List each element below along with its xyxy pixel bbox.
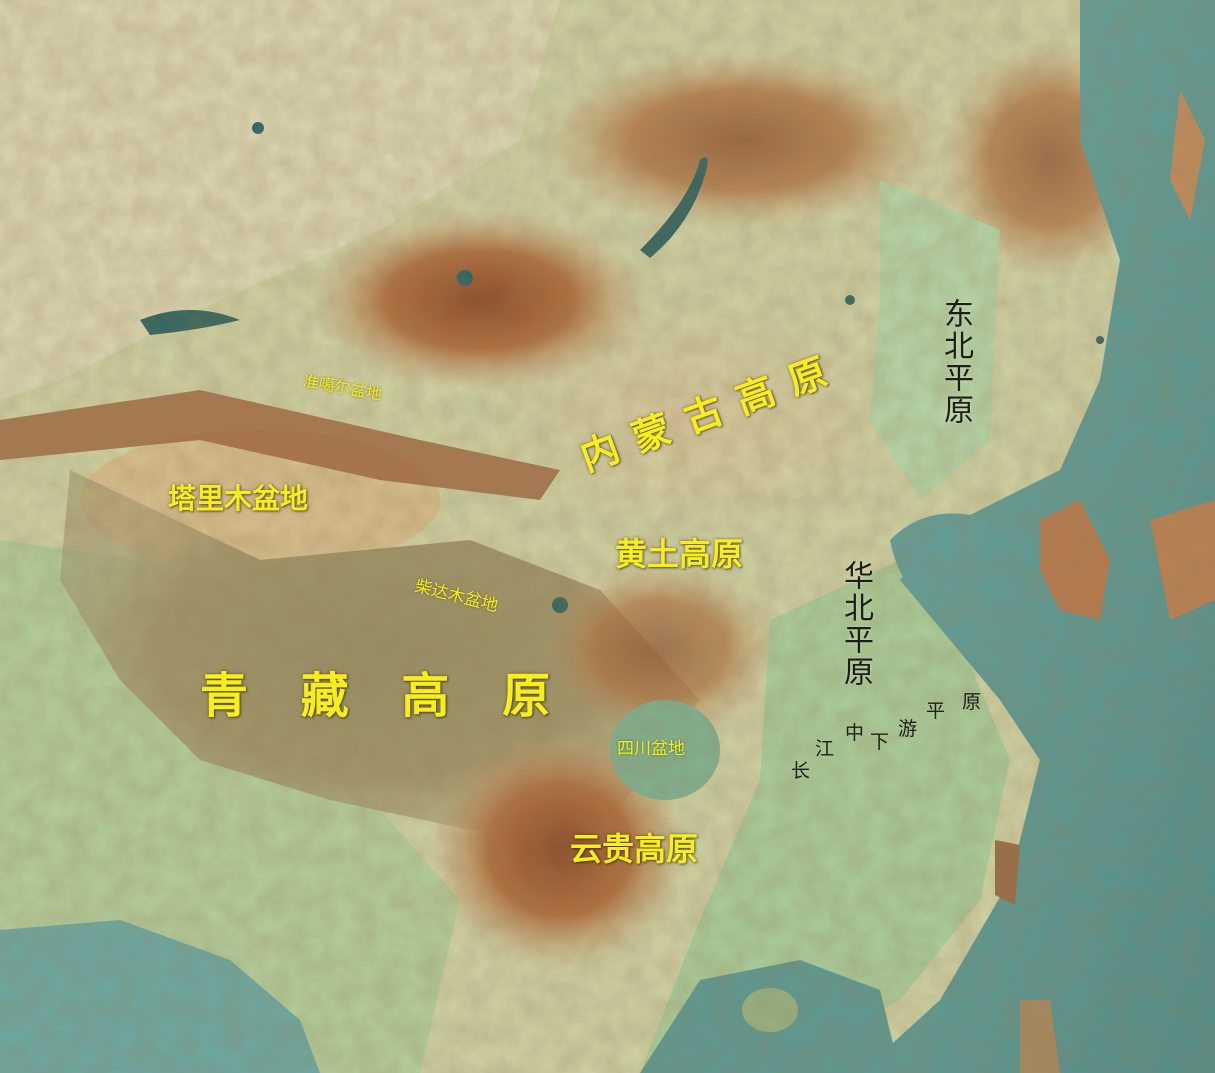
tarim-basin-label: 塔里木盆地 (168, 482, 309, 515)
yangtze-plain-char: 原 (962, 691, 982, 713)
yangtze-plain-char: 平 (926, 700, 946, 722)
sichuan-basin-label: 四川盆地 (617, 739, 685, 759)
northeast-plain-label: 东北平原 (938, 298, 973, 426)
north-china-plain-label: 华北平原 (838, 560, 873, 688)
yangtze-plain-char: 中 (845, 722, 865, 744)
loess-plateau-label: 黄土高原 (615, 535, 744, 573)
tibetan-plateau-label: 青 藏 高 原 (200, 668, 569, 724)
yangtze-plain-char: 下 (870, 731, 890, 753)
yangtze-plain-char: 长 (791, 760, 811, 782)
yangtze-plain-char: 江 (815, 738, 835, 760)
yungui-plateau-label: 云贵高原 (570, 830, 699, 868)
yangtze-plain-char: 游 (898, 718, 918, 740)
